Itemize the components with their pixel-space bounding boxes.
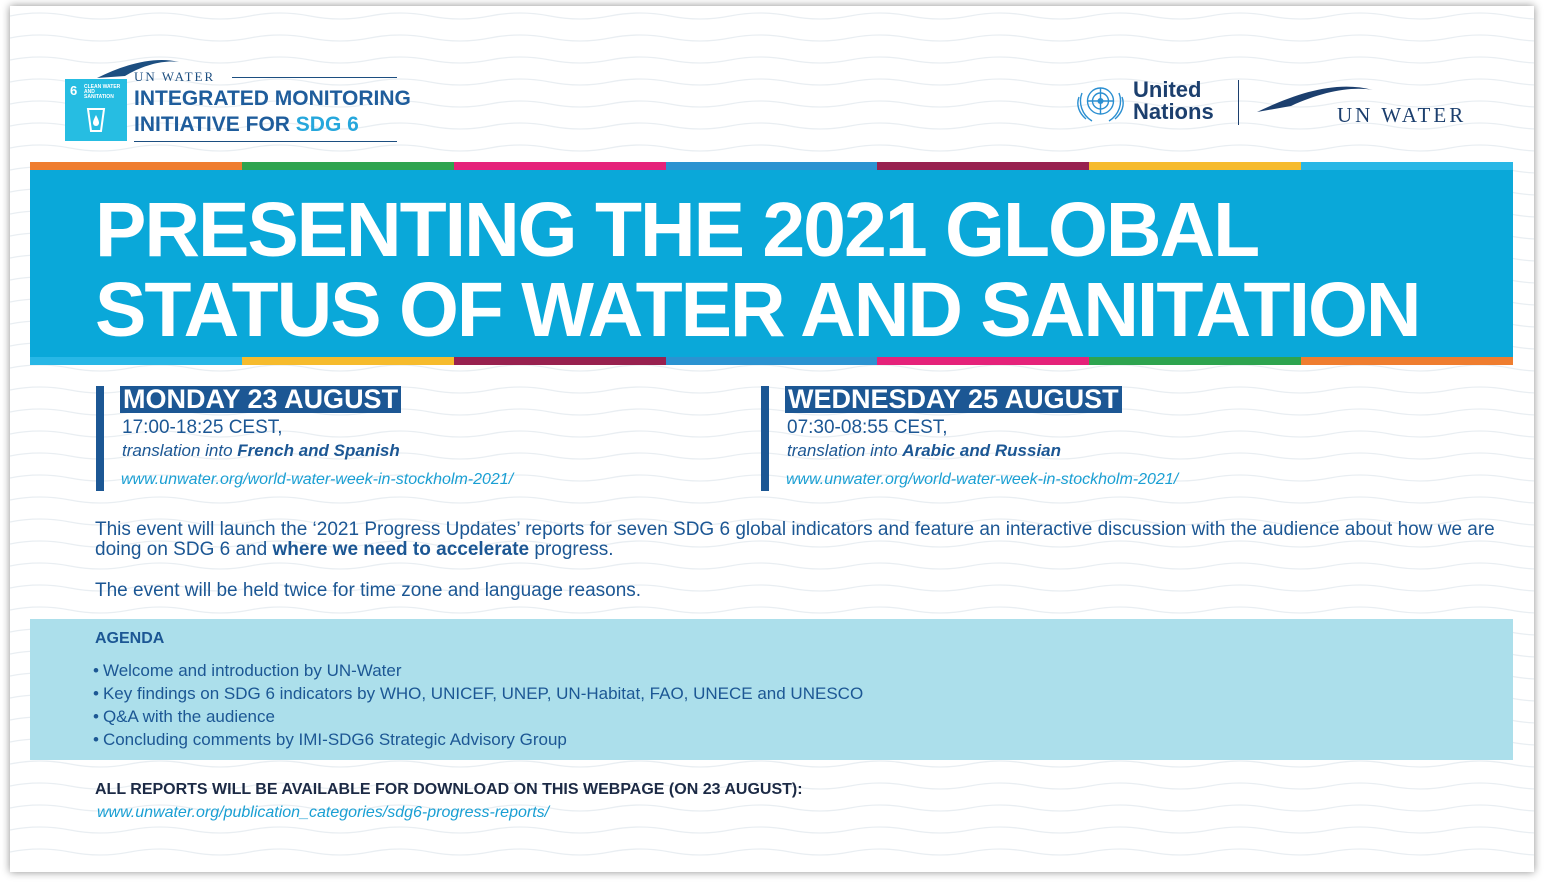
wave-line xyxy=(10,584,1534,592)
translation-prefix: translation into xyxy=(787,441,903,460)
stripe-segment xyxy=(241,357,454,365)
sdg-goal-text: CLEAN WATER AND SANITATION xyxy=(84,84,121,100)
translation-languages: French and Spanish xyxy=(237,441,400,460)
session-wednesday: WEDNESDAY 25 AUGUST 07:30-08:55 CEST, tr… xyxy=(761,386,1461,491)
stripe-segment xyxy=(1301,357,1514,365)
wave-line xyxy=(10,78,1534,86)
stripe-segment xyxy=(877,357,1090,365)
session-translation: translation into French and Spanish xyxy=(122,441,400,461)
wave-line xyxy=(10,56,1534,64)
wave-line xyxy=(10,474,1534,482)
session-accent-bar xyxy=(96,386,104,491)
unwater-wordmark-small: UN WATER xyxy=(134,69,216,84)
logo-divider xyxy=(1238,80,1239,125)
water-glass-icon xyxy=(86,108,106,132)
reports-link[interactable]: www.unwater.org/publication_categories/s… xyxy=(97,804,550,821)
initiative-title-line1: INTEGRATED MONITORING xyxy=(134,87,411,110)
wave-line xyxy=(10,518,1534,526)
wave-line xyxy=(10,562,1534,570)
initiative-prefix: INITIATIVE FOR xyxy=(134,113,296,136)
description-emphasis: where we need to accelerate xyxy=(272,539,530,560)
session-time: 17:00-18:25 CEST, xyxy=(122,417,283,438)
agenda-item: Concluding comments by IMI-SDG6 Strategi… xyxy=(93,728,863,751)
translation-languages: Arabic and Russian xyxy=(902,441,1062,460)
stripe-segment xyxy=(30,162,242,170)
wave-line xyxy=(10,540,1534,548)
description-part2: progress. xyxy=(529,539,614,560)
wave-line xyxy=(10,496,1534,504)
un-name-line1: United xyxy=(1133,77,1202,102)
color-stripe-bottom xyxy=(30,357,1514,365)
wave-line xyxy=(10,34,1534,42)
color-stripe-top xyxy=(30,162,1514,170)
wave-line xyxy=(10,122,1534,130)
title-banner: PRESENTING THE 2021 GLOBAL STATUS OF WAT… xyxy=(30,170,1513,357)
unwater-swoosh-large xyxy=(1257,86,1373,112)
wave-line xyxy=(10,606,1534,614)
wave-line xyxy=(10,826,1534,834)
banner-title-line1: PRESENTING THE 2021 GLOBAL xyxy=(95,187,1260,273)
banner-title-line2: STATUS OF WATER AND SANITATION xyxy=(95,267,1421,353)
translation-prefix: translation into xyxy=(122,441,238,460)
session-translation: translation into Arabic and Russian xyxy=(787,441,1061,461)
stripe-segment xyxy=(241,162,454,170)
banner-title: PRESENTING THE 2021 GLOBAL STATUS OF WAT… xyxy=(95,187,1421,353)
sdg6-tile-logo: 6 CLEAN WATER AND SANITATION xyxy=(65,79,127,141)
event-note: The event will be held twice for time zo… xyxy=(95,580,642,601)
initiative-underline xyxy=(134,141,397,142)
agenda-title: AGENDA xyxy=(95,630,165,647)
agenda-list: Welcome and introduction by UN-Water Key… xyxy=(93,659,863,751)
stripe-segment xyxy=(30,357,242,365)
stripe-segment xyxy=(453,162,666,170)
session-day: MONDAY 23 AUGUST xyxy=(120,386,402,413)
wave-line xyxy=(10,782,1534,790)
wave-line xyxy=(10,452,1534,460)
header-rule xyxy=(232,77,397,78)
event-description: This event will launch the ‘2021 Progres… xyxy=(95,520,1495,560)
stripe-segment xyxy=(1089,357,1302,365)
session-link[interactable]: www.unwater.org/world-water-week-in-stoc… xyxy=(121,471,514,488)
wave-line xyxy=(10,100,1534,108)
stripe-segment xyxy=(665,162,878,170)
session-accent-bar xyxy=(761,386,769,491)
agenda-panel: AGENDA Welcome and introduction by UN-Wa… xyxy=(30,619,1513,760)
agenda-item: Key findings on SDG 6 indicators by WHO,… xyxy=(93,682,863,705)
sdg-number: 6 xyxy=(70,83,78,98)
unwater-wordmark-large: UN WATER xyxy=(1337,103,1467,127)
stripe-segment xyxy=(877,162,1090,170)
session-link[interactable]: www.unwater.org/world-water-week-in-stoc… xyxy=(786,471,1179,488)
event-flyer: 6 CLEAN WATER AND SANITATION UN WATER IN… xyxy=(10,6,1534,872)
un-emblem-icon xyxy=(1077,87,1124,122)
description-part1: This event will launch the ‘2021 Progres… xyxy=(95,519,1495,560)
un-name-line2: Nations xyxy=(1133,99,1214,124)
initiative-accent: SDG 6 xyxy=(295,113,359,136)
united-nations-wordmark: United Nations xyxy=(1133,79,1214,123)
stripe-segment xyxy=(453,357,666,365)
wave-line xyxy=(10,430,1534,438)
reports-heading: ALL REPORTS WILL BE AVAILABLE FOR DOWNLO… xyxy=(95,781,803,798)
wave-line xyxy=(10,144,1534,152)
session-monday: MONDAY 23 AUGUST 17:00-18:25 CEST, trans… xyxy=(96,386,696,491)
wave-line xyxy=(10,760,1534,768)
initiative-title-line2: INITIATIVE FOR SDG 6 xyxy=(134,112,411,138)
wave-line xyxy=(10,804,1534,812)
session-day: WEDNESDAY 25 AUGUST xyxy=(785,386,1122,413)
wave-line xyxy=(10,12,1534,20)
agenda-item: Q&A with the audience xyxy=(93,705,863,728)
agenda-item: Welcome and introduction by UN-Water xyxy=(93,659,863,682)
unwater-swoosh-small xyxy=(97,59,179,78)
stripe-segment xyxy=(665,357,878,365)
session-time: 07:30-08:55 CEST, xyxy=(787,417,948,438)
stripe-segment xyxy=(1301,162,1514,170)
initiative-title: INTEGRATED MONITORING INITIATIVE FOR SDG… xyxy=(134,86,411,138)
stripe-segment xyxy=(1089,162,1302,170)
wave-line xyxy=(10,364,1534,372)
wave-line xyxy=(10,848,1534,856)
